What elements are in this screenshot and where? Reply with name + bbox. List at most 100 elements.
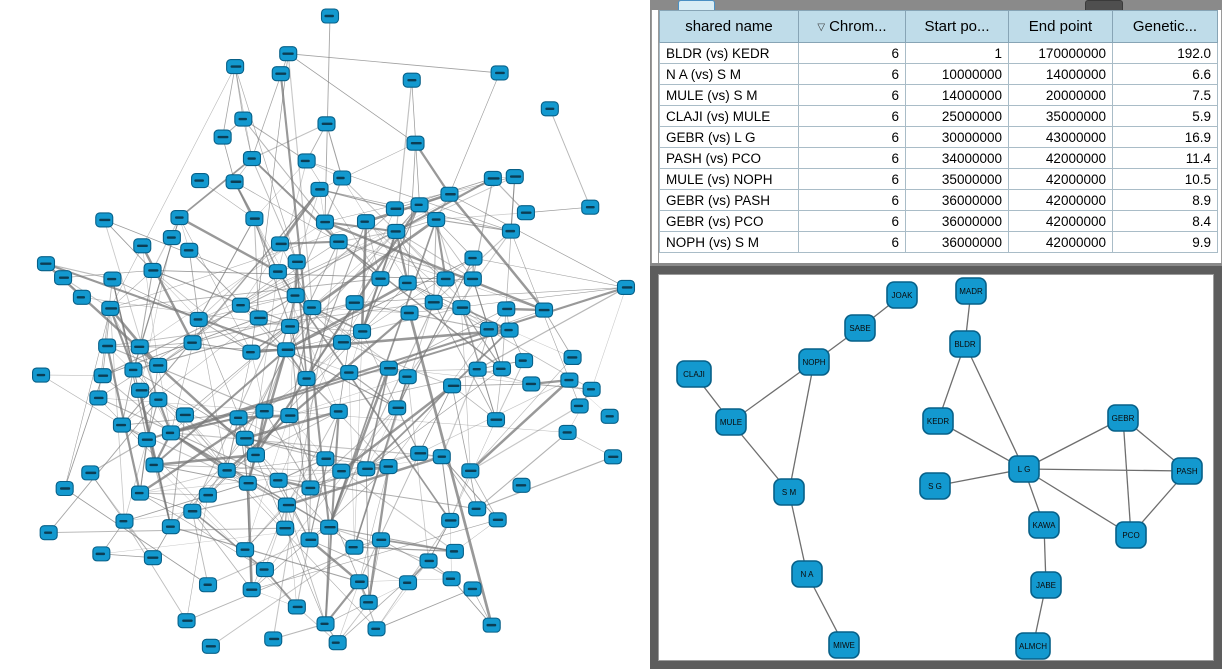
network-node[interactable] [162, 230, 181, 246]
network-node-PCO[interactable]: PCO [1115, 521, 1147, 549]
network-edge[interactable] [184, 414, 228, 471]
network-node[interactable] [345, 539, 364, 555]
network-node[interactable] [269, 472, 288, 488]
network-edge[interactable] [192, 189, 320, 343]
table-row[interactable]: GEBR (vs) PASH 6 36000000 42000000 8.9 [659, 189, 1218, 211]
network-node[interactable] [581, 199, 600, 215]
column-header-shared-name[interactable]: shared name [659, 10, 799, 43]
network-edge[interactable] [139, 492, 209, 496]
network-node[interactable] [400, 305, 419, 321]
network-edge[interactable] [395, 177, 494, 233]
network-node[interactable] [189, 311, 208, 327]
network-edge[interactable] [305, 377, 312, 490]
network-edge[interactable] [376, 588, 474, 630]
network-node[interactable] [432, 449, 451, 465]
network-node[interactable] [350, 574, 369, 590]
network-node[interactable] [297, 371, 316, 387]
network-edge[interactable] [327, 367, 391, 529]
network-edge[interactable] [324, 526, 330, 625]
network-node[interactable] [385, 201, 404, 217]
network-node[interactable] [124, 362, 143, 378]
network-edge[interactable] [170, 414, 186, 528]
network-node[interactable] [603, 449, 623, 465]
network-edge[interactable] [441, 368, 479, 458]
network-node[interactable] [486, 412, 506, 428]
network-edge[interactable] [154, 464, 249, 484]
network-edge[interactable] [285, 341, 343, 351]
network-node[interactable] [249, 310, 268, 326]
network-node[interactable] [161, 425, 180, 441]
network-node[interactable] [72, 289, 91, 305]
network-node[interactable] [443, 378, 462, 394]
network-edge[interactable] [226, 470, 377, 630]
network-node[interactable] [130, 485, 150, 501]
network-node[interactable] [333, 170, 352, 186]
network-edge[interactable] [380, 539, 453, 580]
network-node[interactable] [246, 447, 265, 463]
network-edge[interactable] [358, 466, 389, 583]
network-edge[interactable] [226, 417, 239, 471]
network-node[interactable] [268, 264, 287, 280]
network-node[interactable] [276, 520, 295, 536]
network-node-KAWA[interactable]: KAWA [1028, 511, 1060, 539]
network-node[interactable] [229, 410, 248, 426]
network-node[interactable] [287, 254, 306, 270]
network-edge[interactable] [226, 410, 340, 471]
network-edge[interactable] [124, 520, 188, 622]
network-node[interactable] [277, 342, 296, 358]
small-network-view[interactable]: JOAK SABE NOPH CLAJI MULE S M N A MIWE MADR BLDR K… [658, 274, 1214, 661]
network-node[interactable] [427, 212, 446, 228]
network-node[interactable] [540, 101, 559, 117]
network-edge[interactable] [414, 142, 451, 196]
network-node-CLAJI[interactable]: CLAJI [676, 360, 712, 388]
table-row[interactable]: MULE (vs) S M 6 14000000 20000000 7.5 [659, 84, 1218, 106]
network-edge[interactable] [451, 578, 493, 626]
network-node[interactable] [398, 369, 417, 385]
column-header-end-point[interactable]: End point [1008, 10, 1113, 43]
network-edge[interactable] [473, 257, 627, 288]
network-node[interactable] [329, 234, 348, 250]
network-node[interactable] [359, 594, 378, 610]
network-node[interactable] [515, 353, 534, 369]
network-node[interactable] [183, 503, 202, 519]
network-node[interactable] [402, 72, 421, 88]
network-node[interactable] [39, 525, 58, 541]
network-edge[interactable] [364, 192, 451, 223]
network-edge[interactable] [106, 345, 266, 412]
network-edge[interactable] [198, 319, 326, 625]
network-node[interactable] [130, 339, 149, 355]
network-edge[interactable] [395, 230, 497, 421]
network-edge[interactable] [225, 311, 411, 472]
network-node[interactable] [93, 368, 112, 384]
network-edge[interactable] [449, 72, 500, 195]
network-edge[interactable] [199, 180, 255, 219]
network-node[interactable] [175, 407, 194, 423]
network-node[interactable] [300, 532, 319, 548]
network-edge[interactable] [179, 217, 252, 353]
network-edge[interactable] [338, 302, 355, 412]
network-edge[interactable] [360, 220, 368, 333]
network-edge[interactable] [395, 230, 474, 280]
network-node-PASH[interactable]: PASH [1171, 457, 1203, 485]
network-edge[interactable] [240, 295, 297, 306]
network-node[interactable] [329, 403, 348, 419]
network-edge[interactable] [169, 329, 511, 434]
network-edge[interactable] [138, 389, 156, 467]
network-edge[interactable] [448, 193, 546, 312]
network-node[interactable] [217, 462, 236, 478]
network-node[interactable] [388, 400, 407, 416]
network-edge[interactable] [287, 53, 313, 309]
network-edge[interactable] [191, 465, 390, 512]
network-node[interactable] [149, 392, 168, 408]
network-node[interactable] [410, 445, 429, 461]
network-edge[interactable] [103, 219, 153, 271]
network-edge[interactable] [306, 378, 389, 467]
network-node[interactable] [482, 617, 501, 633]
network-edge[interactable] [139, 269, 154, 348]
network-edge[interactable] [244, 437, 253, 591]
network-node[interactable] [483, 170, 502, 186]
network-edge[interactable] [251, 539, 310, 591]
network-node[interactable] [398, 575, 418, 591]
network-node[interactable] [242, 151, 262, 167]
